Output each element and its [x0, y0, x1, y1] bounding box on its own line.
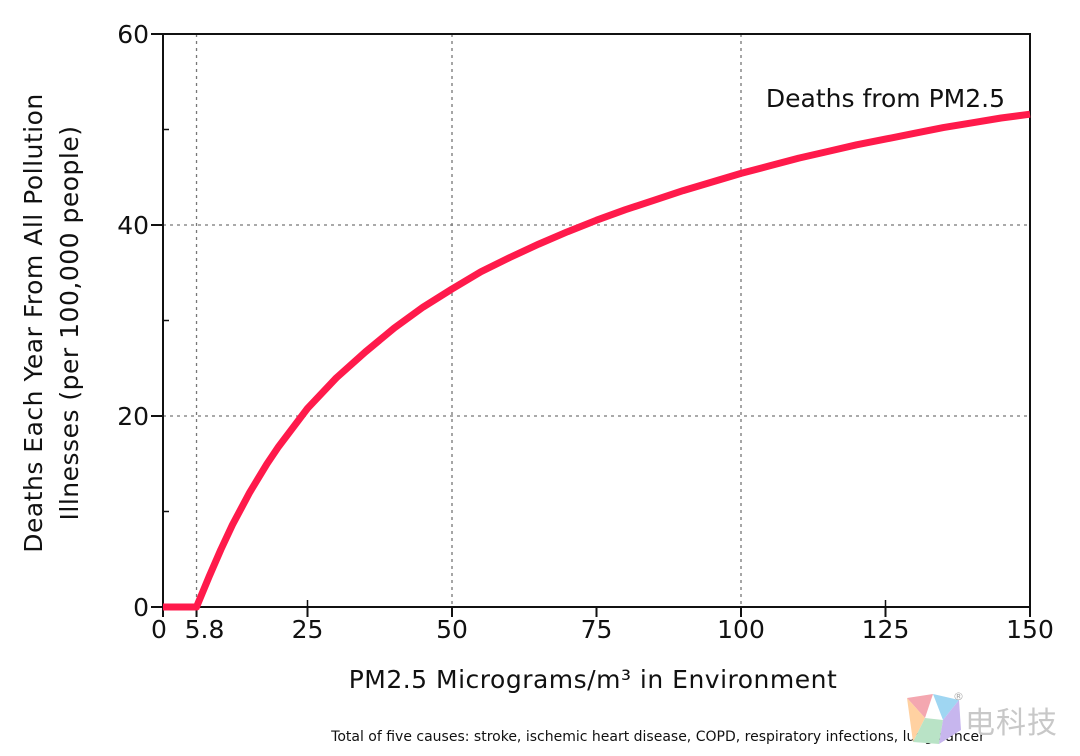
y-tick-label: 60 — [117, 20, 149, 49]
x-tick-label: 25 — [292, 615, 324, 644]
y-tick-label: 20 — [117, 402, 149, 431]
chart-footnote: Total of five causes: stroke, ischemic h… — [331, 729, 985, 745]
watermark-text: 电科技 — [965, 706, 1058, 741]
watermark-icon — [907, 694, 961, 744]
y-tick-label: 0 — [133, 593, 149, 622]
x-tick-label: 150 — [1006, 615, 1054, 644]
y-axis-title-line2: Illnesses (per 100,000 people) — [55, 126, 84, 521]
y-axis-title-line1: Deaths Each Year From All Pollution — [19, 93, 48, 553]
x-tick-label: 100 — [717, 615, 765, 644]
plot-frame — [162, 33, 1031, 608]
x-axis-title: PM2.5 Micrograms/m³ in Environment — [349, 665, 838, 694]
x-tick-label: 5.8 — [185, 615, 225, 644]
series-layer — [163, 110, 1031, 611]
series-line-deaths-from-pm25 — [163, 110, 1031, 611]
series-label-deaths-from-pm25: Deaths from PM2.5 — [766, 84, 1005, 113]
y-axis-title-group: Deaths Each Year From All Pollution Illn… — [19, 93, 84, 553]
x-tick-label: 0 — [151, 615, 167, 644]
y-tick-label: 40 — [117, 211, 149, 240]
x-tick-label: 75 — [581, 615, 613, 644]
watermark-registered-mark: ® — [953, 690, 964, 703]
x-tick-label: 50 — [436, 615, 468, 644]
watermark-logo: ® 电科技 — [903, 690, 1073, 746]
gridlines — [163, 34, 1030, 607]
x-tick-label: 125 — [862, 615, 910, 644]
axis-ticks: 0 20 40 60 0 5.8 25 50 75 100 125 150 — [117, 20, 1054, 644]
